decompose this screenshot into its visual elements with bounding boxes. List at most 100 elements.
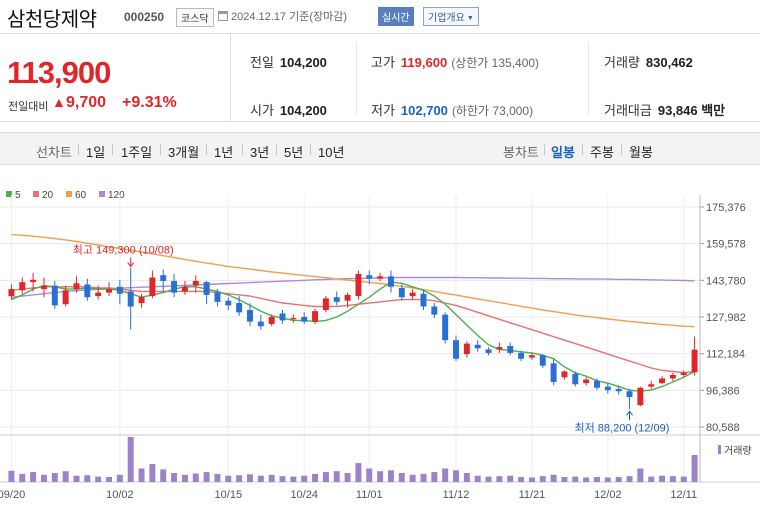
volume-bar	[84, 475, 91, 482]
volume-bar	[615, 477, 622, 482]
volume-legend-label: 거래량	[724, 445, 752, 457]
open-value: 104,200	[279, 103, 327, 118]
divider	[276, 144, 277, 155]
volume-bar	[550, 474, 557, 482]
stock-chart[interactable]: 5 20 60 120 175,376 159,578 143,780 127,982 112,…	[0, 165, 760, 510]
volume-bar	[279, 476, 286, 482]
volume-bar	[344, 473, 351, 482]
x-tick-label: 11/21	[519, 489, 546, 501]
candle-body	[366, 275, 373, 279]
date-info: 2024.12.17 기준(장마감)	[218, 8, 347, 24]
period-1y[interactable]: 1년	[214, 145, 234, 160]
candle-body	[333, 297, 340, 302]
volume-stat: 거래량 830,462	[604, 52, 693, 71]
volume-bar	[95, 476, 102, 482]
candle-monthly[interactable]: 월봉	[629, 145, 653, 160]
candle-body	[539, 355, 546, 366]
volume-bar	[398, 473, 405, 482]
line-chart-label: 선차트	[36, 145, 72, 160]
candle-body	[572, 373, 579, 385]
candle-body	[171, 280, 178, 293]
candle-body	[247, 309, 253, 322]
lower-limit-value: 73,000)	[492, 104, 534, 118]
volume-legend-swatch	[718, 445, 721, 454]
period-10y[interactable]: 10년	[318, 145, 345, 160]
candle-body	[669, 374, 676, 379]
divider	[544, 144, 545, 155]
period-1d[interactable]: 1일	[86, 145, 106, 160]
volume-bar	[453, 470, 459, 482]
up-arrow-icon	[626, 410, 633, 416]
volume-bar	[322, 472, 329, 482]
volume-bar	[507, 475, 514, 482]
candle-weekly[interactable]: 주봉	[590, 145, 614, 160]
volume-label: 거래량	[604, 55, 640, 70]
volume-bar	[659, 475, 666, 482]
volume-bar	[51, 473, 58, 482]
volume-bar	[225, 475, 232, 482]
x-tick-label: 11/01	[356, 489, 383, 501]
volume-bar	[518, 477, 525, 482]
volume-bar	[528, 477, 535, 482]
volume-bar	[431, 472, 438, 482]
candle-body	[236, 303, 243, 313]
date-text: 2024.12.17 기준(장마감)	[231, 11, 348, 23]
y-tick-label: 112,184	[706, 349, 745, 361]
candle-body	[127, 291, 134, 307]
candle-daily[interactable]: 일봉	[551, 145, 575, 160]
volume-bar	[214, 473, 221, 482]
candle-body	[160, 275, 167, 281]
candle-body	[561, 371, 568, 378]
y-tick-label: 96,386	[706, 385, 740, 397]
candle-body	[626, 391, 633, 398]
chart-background	[0, 165, 760, 510]
volume-bar	[40, 474, 47, 482]
legend-swatch	[99, 191, 105, 197]
company-overview-button[interactable]: 기업개요 ▼	[423, 7, 479, 26]
candle-body	[95, 292, 102, 297]
volume-bar	[485, 476, 492, 482]
volume-bar	[149, 464, 156, 482]
volume-value: 830,462	[645, 55, 693, 70]
volume-bar	[138, 468, 145, 482]
candle-body	[463, 343, 470, 355]
period-3y[interactable]: 3년	[250, 145, 270, 160]
x-tick-label: 10/02	[106, 489, 134, 501]
divider	[78, 144, 79, 155]
change-percent: +9.31%	[122, 94, 177, 111]
candle-body	[40, 285, 47, 290]
change-value: 9,700	[66, 94, 107, 111]
stock-header: 삼천당제약 000250 코스닥 2024.12.17 기준(장마감) 실시간 …	[0, 0, 760, 34]
candle-body	[583, 379, 590, 384]
period-5y[interactable]: 5년	[284, 145, 304, 160]
candle-body	[181, 286, 188, 292]
volume-bar	[247, 474, 253, 482]
candle-body	[485, 349, 492, 353]
candle-body	[106, 289, 112, 293]
candle-body	[518, 352, 525, 359]
volume-bar	[463, 473, 470, 482]
candle-body	[73, 283, 80, 290]
low-value: 102,700	[400, 103, 448, 118]
amount-stat: 거래대금 93,846 백만	[604, 100, 725, 119]
volume-bar	[160, 469, 167, 482]
candle-body	[322, 298, 329, 310]
amount-label: 거래대금	[604, 103, 652, 118]
x-tick-label: 12/02	[594, 489, 622, 501]
divider	[588, 42, 589, 114]
low-annotation: 최저 88,200 (12/09)	[575, 421, 670, 434]
prev-close-label: 전일	[250, 55, 274, 70]
down-arrow-icon	[127, 262, 135, 268]
chevron-down-icon: ▼	[466, 15, 474, 22]
candle-body	[290, 318, 297, 320]
candle-body	[214, 292, 221, 302]
period-1w[interactable]: 1주일	[121, 145, 153, 160]
realtime-button[interactable]: 실시간	[378, 7, 414, 26]
candle-body	[51, 285, 58, 306]
volume-bar	[268, 474, 275, 482]
candle-body	[192, 280, 199, 286]
volume-bar	[181, 474, 188, 482]
candle-body	[19, 282, 26, 291]
volume-bar	[604, 477, 611, 482]
period-3m[interactable]: 3개월	[168, 145, 200, 160]
